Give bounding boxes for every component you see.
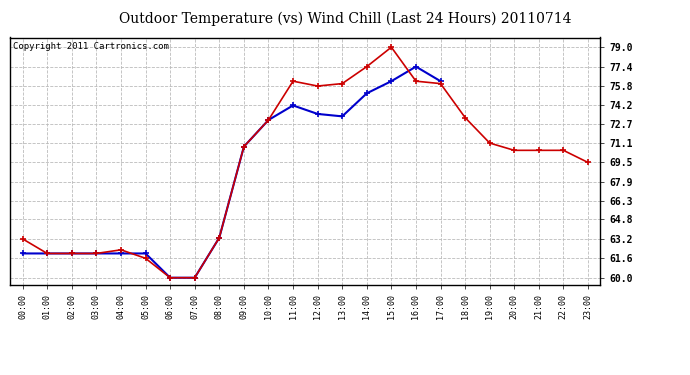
Text: Outdoor Temperature (vs) Wind Chill (Last 24 Hours) 20110714: Outdoor Temperature (vs) Wind Chill (Las… bbox=[119, 11, 571, 26]
Text: Copyright 2011 Cartronics.com: Copyright 2011 Cartronics.com bbox=[13, 42, 169, 51]
